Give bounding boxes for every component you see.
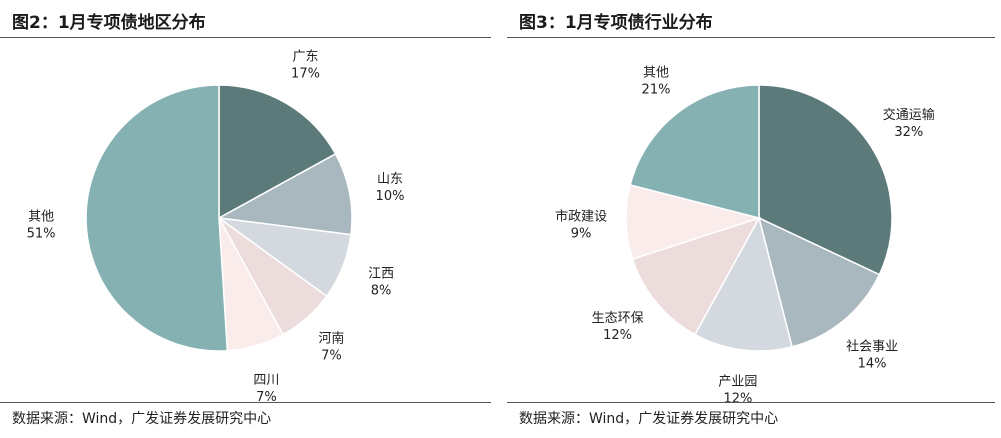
pie-slice — [631, 216, 761, 336]
slice-value-label: 8% — [371, 284, 392, 299]
slice-name-label: 其他 — [28, 209, 54, 224]
pie-slice — [85, 84, 229, 352]
slice-value-label: 7% — [321, 349, 342, 364]
source-note: 数据来源：Wind，广发证券发展研究中心 — [12, 411, 272, 427]
slice-value-label: 12% — [603, 328, 632, 343]
chart-title: 图2：1月专项债地区分布 — [12, 13, 206, 33]
source-rule — [507, 402, 995, 403]
slice-value-label: 14% — [858, 356, 887, 371]
pie-slice — [758, 84, 893, 276]
pie-slice — [693, 215, 793, 352]
chart-panel-region: 图2：1月专项债地区分布 广东 17% 山东 10% 江西 8% 河南 7% 四川 7% 其他 51%… — [0, 0, 497, 438]
slice-value-label: 12% — [723, 392, 752, 407]
slice-value-label: 51% — [27, 226, 56, 241]
slice-name-label: 山东 — [377, 172, 403, 187]
slice-name-label: 生态环保 — [592, 311, 644, 326]
pie-chart-industry: 交通运输 32% 社会事业 14% 产业园 12% 生态环保 12% 市政建设 9% 其他 21% — [555, 65, 935, 406]
pie-chart-region: 广东 17% 山东 10% 江西 8% 河南 7% 四川 7% 其他 51% — [27, 50, 405, 406]
slice-name-label: 四川 — [253, 373, 279, 388]
slice-value-label: 32% — [894, 125, 923, 140]
slice-value-label: 10% — [376, 189, 405, 204]
slice-name-label: 社会事业 — [846, 338, 898, 354]
title-rule — [507, 37, 995, 38]
slice-name-label: 交通运输 — [883, 107, 935, 123]
pie-slice — [757, 216, 881, 348]
slice-name-label: 产业园 — [718, 375, 757, 390]
pie-slice — [629, 84, 760, 219]
slice-value-label: 9% — [571, 226, 592, 241]
pie-slice — [218, 84, 337, 220]
slice-name-label: 市政建设 — [555, 208, 607, 224]
source-rule — [0, 402, 491, 403]
slice-value-label: 17% — [291, 67, 320, 82]
source-note: 数据来源：Wind，广发证券发展研究中心 — [519, 411, 779, 427]
slice-name-label: 江西 — [368, 267, 394, 282]
slice-value-label: 7% — [256, 390, 277, 405]
chart-panel-industry: 图3：1月专项债行业分布 交通运输 32% 社会事业 14% 产业园 12% 生态环保 12%… — [507, 0, 1001, 438]
slice-value-label: 21% — [642, 82, 671, 97]
title-rule — [0, 37, 491, 38]
pie-slice — [216, 152, 353, 236]
slice-name-label: 河南 — [318, 331, 344, 347]
chart-title: 图3：1月专项债行业分布 — [519, 13, 713, 33]
slice-name-label: 其他 — [643, 65, 669, 80]
slice-name-label: 广东 — [292, 50, 318, 65]
